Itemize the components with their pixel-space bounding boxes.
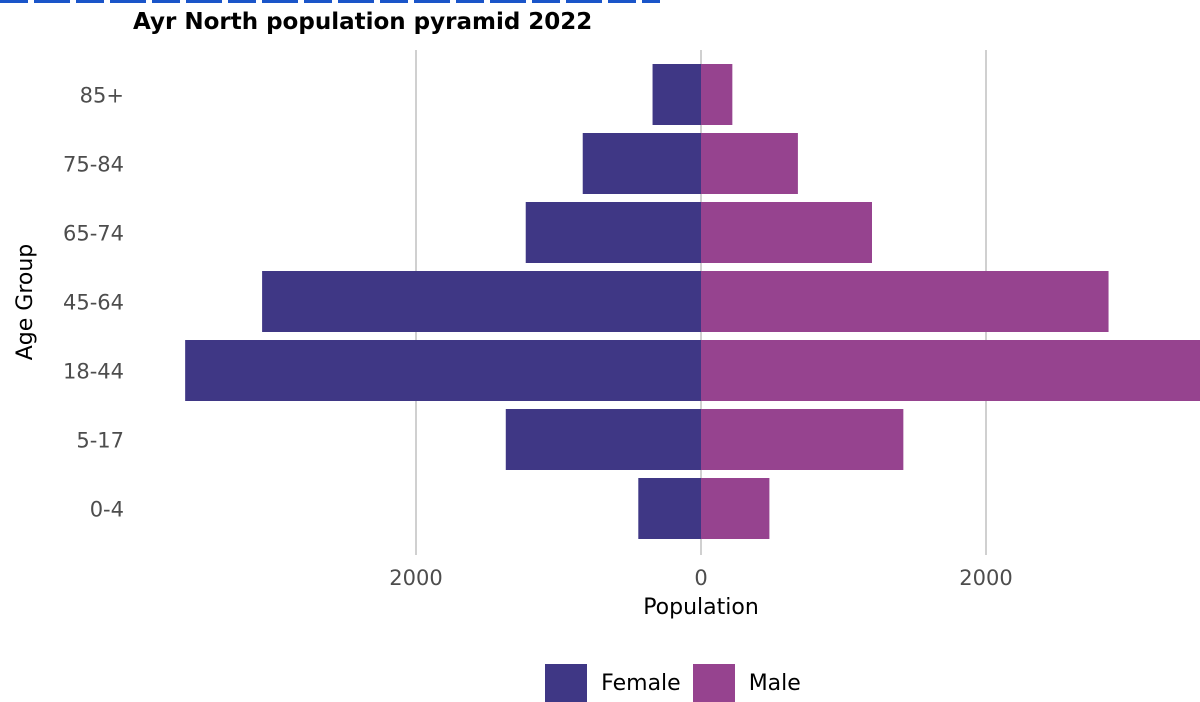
- bar-male-65-74: [701, 202, 872, 263]
- y-tick-label-0-4: 0-4: [90, 498, 124, 522]
- legend: Female Male: [0, 664, 1200, 702]
- legend-label-female: Female: [601, 670, 681, 696]
- bars: [185, 64, 1200, 539]
- x-axis-title: Population: [643, 595, 759, 620]
- legend-item-female: Female: [399, 664, 681, 702]
- legend-item-male: Male: [692, 664, 801, 702]
- y-tick-label-18-44: 18-44: [63, 360, 124, 384]
- bar-male-18-44: [701, 340, 1200, 401]
- tick-labels: 0-4 5-17 18-44 45-64 65-74 75-84 85+ 2000 0 2000: [63, 84, 1013, 591]
- bar-female-45-64: [262, 271, 701, 332]
- x-tick-label: 0: [694, 566, 707, 590]
- x-tick-label: 2000: [959, 566, 1012, 590]
- y-tick-label-85: 85+: [80, 84, 124, 108]
- x-tick-label: 2000: [389, 566, 442, 590]
- legend-swatch-male: [692, 664, 735, 702]
- bar-male-5-17: [701, 409, 904, 470]
- bar-female-0-4: [638, 478, 701, 539]
- y-tick-label-65-74: 65-74: [63, 222, 124, 246]
- bar-female-65-74: [525, 202, 701, 263]
- bar-male-0-4: [701, 478, 770, 539]
- bar-female-5-17: [505, 409, 701, 470]
- top-link-strip: [0, 0, 660, 3]
- legend-swatch-female: [545, 664, 588, 702]
- y-tick-label-75-84: 75-84: [63, 153, 124, 177]
- bar-male-75-84: [701, 133, 798, 194]
- bar-male-85: [701, 64, 733, 125]
- bar-female-18-44: [185, 340, 701, 401]
- bar-male-45-64: [701, 271, 1109, 332]
- y-axis-title: Age Group: [13, 244, 38, 361]
- legend-label-male: Male: [748, 670, 801, 696]
- y-tick-label-45-64: 45-64: [63, 291, 124, 315]
- bar-female-75-84: [582, 133, 701, 194]
- bar-female-85: [652, 64, 701, 125]
- y-tick-label-5-17: 5-17: [76, 429, 124, 453]
- chart-title: Ayr North population pyramid 2022: [133, 9, 593, 35]
